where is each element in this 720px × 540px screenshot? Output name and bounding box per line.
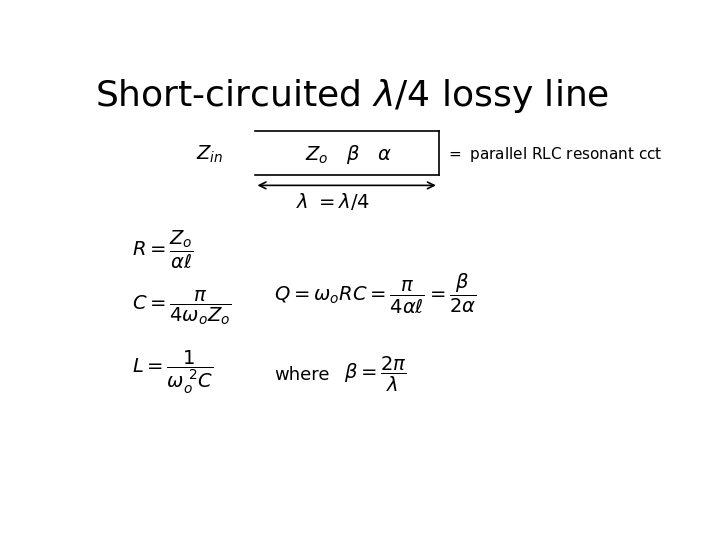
Text: Short-circuited $\lambda$/4 lossy line: Short-circuited $\lambda$/4 lossy line [95, 77, 609, 115]
Text: $Z_o$   $\beta$   $\alpha$: $Z_o$ $\beta$ $\alpha$ [305, 143, 392, 166]
Text: $C = \dfrac{\pi}{4\omega_o Z_o}$: $C = \dfrac{\pi}{4\omega_o Z_o}$ [132, 289, 231, 327]
Text: $R = \dfrac{Z_o}{\alpha\ell}$: $R = \dfrac{Z_o}{\alpha\ell}$ [132, 228, 194, 271]
Text: $\beta = \dfrac{2\pi}{\lambda}$: $\beta = \dfrac{2\pi}{\lambda}$ [344, 355, 407, 394]
Text: $Z_{in}$: $Z_{in}$ [197, 144, 224, 165]
Text: $\lambda\ =\lambda/4$: $\lambda\ =\lambda/4$ [296, 191, 370, 212]
Text: $Q = \omega_o RC = \dfrac{\pi}{4\alpha\ell} = \dfrac{\beta}{2\alpha}$: $Q = \omega_o RC = \dfrac{\pi}{4\alpha\e… [274, 272, 477, 315]
Text: $L = \dfrac{1}{\omega_o^{\ 2}C}$: $L = \dfrac{1}{\omega_o^{\ 2}C}$ [132, 349, 213, 396]
Text: where: where [274, 366, 330, 383]
Text: $=$ parallel RLC resonant cct: $=$ parallel RLC resonant cct [446, 145, 662, 164]
